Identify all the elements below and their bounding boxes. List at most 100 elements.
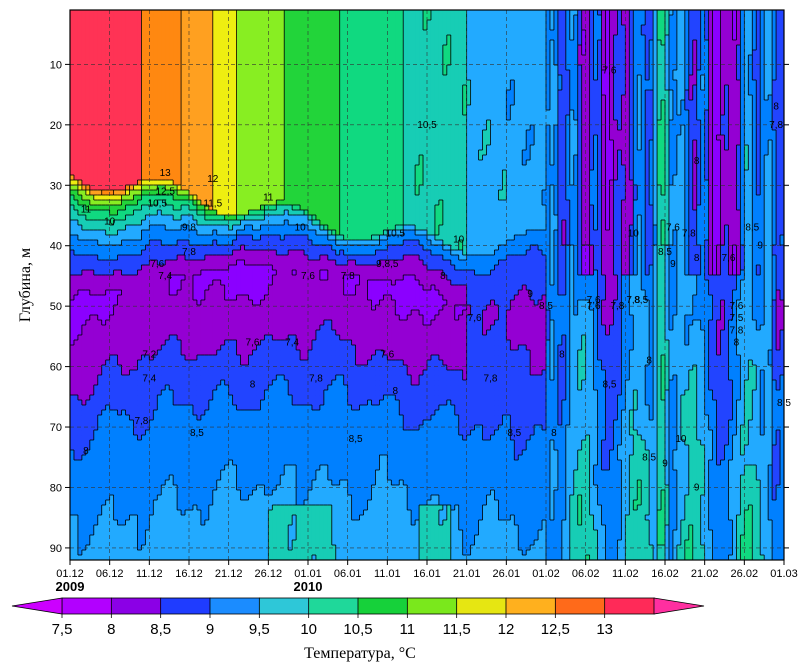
heatmap-cell xyxy=(165,180,170,186)
heatmap-cell xyxy=(117,285,123,291)
heatmap-cell xyxy=(208,135,214,141)
heatmap-cell xyxy=(169,270,174,276)
heatmap-cell xyxy=(181,100,186,106)
heatmap-cell xyxy=(196,50,202,56)
heatmap-cell xyxy=(189,535,194,541)
heatmap-cell xyxy=(248,210,254,216)
heatmap-cell xyxy=(228,260,234,266)
heatmap-cell xyxy=(81,540,87,546)
heatmap-cell xyxy=(129,485,135,491)
heatmap-cell xyxy=(145,220,150,226)
heatmap-cell xyxy=(97,360,103,366)
heatmap-cell xyxy=(141,400,146,406)
heatmap-cell xyxy=(109,185,115,191)
heatmap-cell xyxy=(189,215,194,221)
heatmap-cell xyxy=(117,275,123,281)
heatmap-cell xyxy=(157,455,162,461)
heatmap-cell xyxy=(177,275,182,281)
heatmap-cell xyxy=(137,245,142,251)
heatmap-cell xyxy=(113,505,119,511)
heatmap-cell xyxy=(145,535,150,541)
heatmap-cell xyxy=(204,355,210,361)
heatmap-cell xyxy=(73,525,79,531)
heatmap-cell xyxy=(169,230,174,236)
heatmap-cell xyxy=(113,220,119,226)
heatmap-cell xyxy=(189,345,194,351)
heatmap-cell xyxy=(181,350,186,356)
heatmap-cell xyxy=(244,310,250,316)
heatmap-cell xyxy=(137,340,142,346)
heatmap-cell xyxy=(145,295,150,301)
heatmap-cell xyxy=(181,305,186,311)
heatmap-cell xyxy=(204,470,210,476)
heatmap-cell xyxy=(181,440,186,446)
heatmap-cell xyxy=(208,325,214,331)
heatmap-cell xyxy=(109,375,115,381)
heatmap-cell xyxy=(125,135,131,141)
heatmap-cell xyxy=(200,310,206,316)
heatmap-cell xyxy=(220,230,226,236)
heatmap-cell xyxy=(177,180,182,186)
heatmap-cell xyxy=(189,370,194,376)
heatmap-cell xyxy=(93,545,99,551)
heatmap-cell xyxy=(244,535,250,541)
heatmap-cell xyxy=(149,320,154,326)
heatmap-cell xyxy=(232,95,238,101)
heatmap-cell xyxy=(192,515,198,521)
heatmap-cell xyxy=(97,440,103,446)
heatmap-cell xyxy=(81,135,87,141)
heatmap-cell xyxy=(85,475,91,481)
heatmap-cell xyxy=(177,150,182,156)
heatmap-cell xyxy=(93,235,99,241)
heatmap-cell xyxy=(149,395,154,401)
heatmap-cell xyxy=(81,85,87,91)
heatmap-cell xyxy=(157,210,162,216)
heatmap-cell xyxy=(216,470,222,476)
heatmap-cell xyxy=(145,210,150,216)
heatmap-cell xyxy=(185,470,190,476)
heatmap-cell xyxy=(121,230,127,236)
heatmap-cell xyxy=(181,515,186,521)
heatmap-cell xyxy=(196,375,202,381)
heatmap-cell xyxy=(196,105,202,111)
heatmap-cell xyxy=(77,550,83,556)
heatmap-cell xyxy=(149,145,154,151)
heatmap-cell xyxy=(169,435,174,441)
heatmap-cell xyxy=(212,470,218,476)
heatmap-cell xyxy=(173,25,178,31)
heatmap-cell xyxy=(85,165,91,171)
heatmap-cell xyxy=(181,115,186,121)
heatmap-cell xyxy=(81,345,87,351)
heatmap-cell xyxy=(85,445,91,451)
heatmap-cell xyxy=(220,365,226,371)
heatmap-cell xyxy=(196,535,202,541)
heatmap-cell xyxy=(97,380,103,386)
heatmap-cell xyxy=(181,405,186,411)
heatmap-cell xyxy=(196,305,202,311)
heatmap-cell xyxy=(181,120,186,126)
heatmap-cell xyxy=(137,305,142,311)
heatmap-cell xyxy=(165,85,170,91)
heatmap-cell xyxy=(165,510,170,516)
heatmap-cell xyxy=(216,190,222,196)
heatmap-cell xyxy=(141,220,146,226)
heatmap-cell xyxy=(97,320,103,326)
heatmap-cell xyxy=(141,555,146,560)
heatmap-cell xyxy=(228,295,234,301)
heatmap-cell xyxy=(212,500,218,506)
heatmap-cell xyxy=(77,80,83,86)
heatmap-cell xyxy=(97,425,103,431)
heatmap-cell xyxy=(248,195,254,201)
heatmap-cell xyxy=(177,375,182,381)
heatmap-cell xyxy=(77,320,83,326)
heatmap-cell xyxy=(208,35,214,41)
heatmap-cell xyxy=(70,15,75,21)
heatmap-cell xyxy=(73,540,79,546)
heatmap-cell xyxy=(220,55,226,61)
heatmap-cell xyxy=(216,85,222,91)
heatmap-cell xyxy=(169,255,174,261)
heatmap-cell xyxy=(240,220,246,226)
heatmap-cell xyxy=(137,540,142,546)
heatmap-cell xyxy=(165,525,170,531)
heatmap-cell xyxy=(117,415,123,421)
